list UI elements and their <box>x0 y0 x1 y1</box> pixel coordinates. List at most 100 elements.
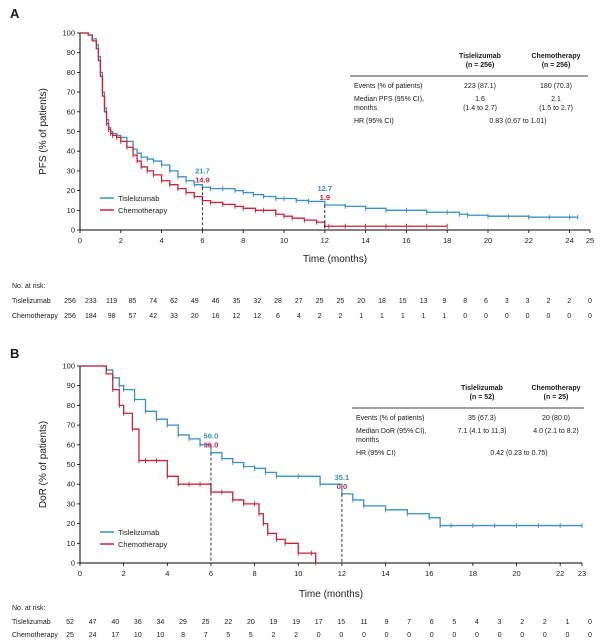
x-tick-label: 4 <box>160 236 164 245</box>
at-risk-value: 5 <box>452 619 456 626</box>
at-risk-value: 2 <box>294 632 298 639</box>
at-risk-title: No. at risk: <box>12 283 46 290</box>
y-tick-label: 30 <box>67 166 75 175</box>
at-risk-value: 24 <box>89 632 97 639</box>
at-risk-value: 0 <box>526 313 530 320</box>
table-header: (n = 52) <box>470 394 495 401</box>
x-tick-label: 4 <box>165 569 169 578</box>
x-tick-label: 10 <box>280 236 288 245</box>
at-risk-value: 0 <box>339 632 343 639</box>
at-risk-value: 25 <box>202 619 210 626</box>
table-row-label: months <box>356 437 379 444</box>
at-risk-value: 6 <box>430 619 434 626</box>
y-tick-label: 70 <box>67 421 75 430</box>
table-cell: (1.5 to 2.7) <box>539 105 573 112</box>
at-risk-value: 0 <box>505 313 509 320</box>
at-risk-value: 46 <box>212 298 220 305</box>
table-header: Tislelizumab <box>461 385 503 392</box>
at-risk-value: 0 <box>463 313 467 320</box>
annotation-chemotherapy: 1.9 <box>320 193 330 202</box>
at-risk-value: 1 <box>359 313 363 320</box>
at-risk-value: 4 <box>475 619 479 626</box>
y-tick-label: 0 <box>71 559 75 568</box>
x-tick-label: 18 <box>443 236 451 245</box>
y-axis-label: DoR (% of patients) <box>38 421 49 508</box>
y-tick-label: 20 <box>67 519 75 528</box>
at-risk-value: 8 <box>463 298 467 305</box>
at-risk-value: 42 <box>149 313 157 320</box>
at-risk-value: 256 <box>64 313 76 320</box>
at-risk-value: 13 <box>420 298 428 305</box>
at-risk-value: 0 <box>588 313 592 320</box>
annotation-chemotherapy: 36.0 <box>204 441 219 450</box>
annotation-tislelizumab: 21.7 <box>195 166 210 175</box>
table-cell: 180 (70.3) <box>540 83 572 90</box>
y-tick-label: 80 <box>67 401 75 410</box>
at-risk-value: 0 <box>484 313 488 320</box>
at-risk-value: 2 <box>546 298 550 305</box>
at-risk-value: 20 <box>191 313 199 320</box>
x-tick-label: 0 <box>78 569 82 578</box>
at-risk-value: 0 <box>385 632 389 639</box>
at-risk-value: 0 <box>543 632 547 639</box>
x-axis-label: Time (months) <box>303 254 367 265</box>
table-cell: 223 (87.1) <box>464 83 496 90</box>
table-cell: 35 (67.3) <box>468 415 496 422</box>
at-risk-value: 0 <box>475 632 479 639</box>
at-risk-value: 0 <box>520 632 524 639</box>
x-tick-label: 10 <box>294 569 302 578</box>
table-row-label: Events (% of patients) <box>354 83 422 90</box>
x-tick-label: 20 <box>512 569 520 578</box>
at-risk-value: 27 <box>295 298 303 305</box>
at-risk-value: 1 <box>565 619 569 626</box>
at-risk-value: 0 <box>565 632 569 639</box>
at-risk-value: 4 <box>297 313 301 320</box>
at-risk-value: 25 <box>66 632 74 639</box>
panel-label: B <box>10 346 19 361</box>
at-risk-value: 3 <box>505 298 509 305</box>
at-risk-value: 0 <box>588 632 592 639</box>
table-cell: 2.1 <box>551 96 561 103</box>
at-risk-value: 0 <box>430 632 434 639</box>
y-tick-label: 10 <box>67 206 75 215</box>
at-risk-value: 5 <box>249 632 253 639</box>
x-tick-label: 14 <box>381 569 389 578</box>
y-axis-label: PFS (% of patients) <box>38 88 49 175</box>
at-risk-value: 256 <box>64 298 76 305</box>
at-risk-label: Tislelizumab <box>12 298 51 305</box>
x-tick-label: 6 <box>209 569 213 578</box>
at-risk-value: 32 <box>253 298 261 305</box>
annotation-tislelizumab: 35.1 <box>335 473 350 482</box>
annotation-chemotherapy: 14.9 <box>195 175 210 184</box>
table-header: Tislelizumab <box>459 53 501 60</box>
at-risk-value: 25 <box>337 298 345 305</box>
at-risk-value: 233 <box>85 298 97 305</box>
at-risk-value: 0 <box>317 632 321 639</box>
at-risk-value: 2 <box>567 298 571 305</box>
at-risk-value: 20 <box>357 298 365 305</box>
y-tick-label: 60 <box>67 440 75 449</box>
table-cell: (1.4 to 2.7) <box>463 105 497 112</box>
at-risk-value: 74 <box>149 298 157 305</box>
at-risk-value: 12 <box>233 313 241 320</box>
legend-label: Chemotherapy <box>118 540 167 549</box>
at-risk-value: 52 <box>66 619 74 626</box>
at-risk-value: 1 <box>422 313 426 320</box>
x-tick-label: 18 <box>469 569 477 578</box>
at-risk-label: Chemotherapy <box>12 313 58 320</box>
at-risk-value: 6 <box>484 298 488 305</box>
at-risk-value: 0 <box>362 632 366 639</box>
at-risk-value: 10 <box>157 632 165 639</box>
legend-label: Tislelizumab <box>118 528 159 537</box>
at-risk-value: 9 <box>385 619 389 626</box>
at-risk-value: 22 <box>224 619 232 626</box>
x-tick-label: 2 <box>122 569 126 578</box>
legend-label: Chemotherapy <box>118 206 167 215</box>
y-tick-label: 60 <box>67 107 75 116</box>
at-risk-value: 20 <box>247 619 255 626</box>
y-tick-label: 20 <box>67 186 75 195</box>
at-risk-value: 11 <box>360 619 367 626</box>
table-cell: 1.6 <box>475 96 485 103</box>
at-risk-value: 15 <box>337 619 345 626</box>
